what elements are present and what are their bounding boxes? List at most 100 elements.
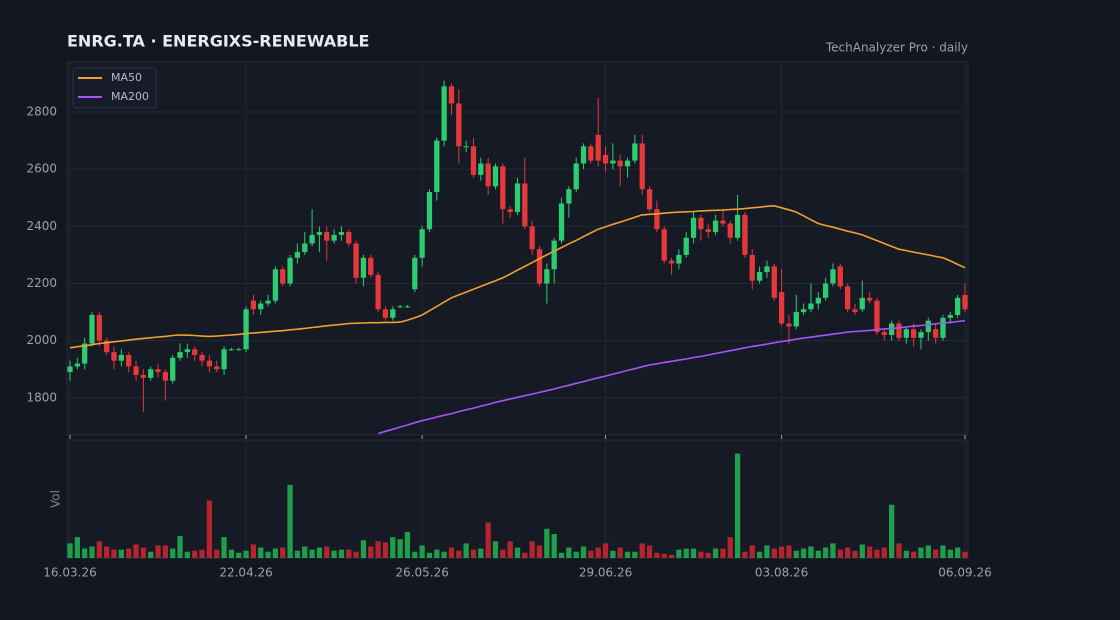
candle-body xyxy=(302,243,308,253)
ma-line xyxy=(377,319,966,435)
volume-bar xyxy=(646,545,653,558)
volume-bar xyxy=(324,546,330,558)
candle-body xyxy=(126,354,132,367)
candle-body xyxy=(918,332,924,338)
candle-body xyxy=(434,140,440,193)
volume-bar xyxy=(815,550,821,558)
candle-body xyxy=(654,209,660,230)
volume-bar xyxy=(250,544,257,558)
volume-bar xyxy=(258,547,264,558)
candle-body xyxy=(749,254,755,281)
candle-body xyxy=(404,306,411,308)
candle-body xyxy=(852,309,858,313)
candle-body xyxy=(214,366,220,370)
candle-body xyxy=(228,349,235,351)
volume-bar xyxy=(933,549,939,558)
volume-bar xyxy=(830,543,836,558)
volume-bar xyxy=(265,551,271,558)
candle-body xyxy=(955,297,961,315)
candle-body xyxy=(507,209,513,213)
volume-bar xyxy=(727,537,733,558)
candle-body xyxy=(522,183,528,227)
candle-body xyxy=(492,166,499,187)
volume-bar xyxy=(331,550,337,558)
volume-bar xyxy=(544,528,550,558)
chart-title: ENRG.TA · ENERGIXS-RENEWABLE xyxy=(67,32,369,51)
candle-body xyxy=(558,203,565,241)
volume-bar xyxy=(441,551,447,558)
candle-body xyxy=(925,320,931,333)
candle-body xyxy=(104,340,110,353)
volume-bar xyxy=(184,551,191,558)
volume-bar xyxy=(859,544,865,558)
volume-bar xyxy=(412,551,418,558)
volume-bar xyxy=(82,548,88,558)
volume-bar xyxy=(734,453,741,558)
candle-body xyxy=(478,163,484,175)
volume-bar xyxy=(617,547,623,558)
volume-bar xyxy=(793,550,799,558)
candle-body xyxy=(184,349,191,353)
x-tick-label: 16.03.26 xyxy=(43,566,96,580)
volume-bar xyxy=(133,544,139,558)
candle-body xyxy=(382,309,389,318)
volume-bar xyxy=(507,541,513,558)
candle-body xyxy=(463,146,469,148)
volume-bar xyxy=(778,546,785,558)
volume-bar xyxy=(522,552,528,558)
volume-bar xyxy=(749,545,755,558)
volume-bar xyxy=(888,504,895,558)
volume-bar xyxy=(426,552,433,558)
candle-body xyxy=(470,146,477,175)
x-tick-label: 22.04.26 xyxy=(219,566,272,580)
candle-body xyxy=(830,269,836,284)
candle-body xyxy=(705,229,711,233)
candle-body xyxy=(192,349,198,355)
volume-bar xyxy=(155,545,161,558)
candle-body xyxy=(140,374,147,378)
volume-bar xyxy=(243,550,249,558)
volume-bar xyxy=(822,547,829,558)
volume-bars xyxy=(67,453,968,558)
ma-line xyxy=(69,204,966,349)
candle-body xyxy=(756,272,763,281)
candle-body xyxy=(771,266,777,298)
candle-body xyxy=(720,220,726,224)
candle-body xyxy=(353,243,359,278)
volume-bar xyxy=(881,547,887,558)
volume-bar xyxy=(192,550,198,558)
candle-body xyxy=(859,297,865,310)
candle-body xyxy=(243,309,249,350)
candle-body xyxy=(588,146,594,161)
volume-bar xyxy=(228,549,235,558)
volume-bar xyxy=(698,551,704,558)
candle-body xyxy=(962,294,968,310)
candle-body xyxy=(793,312,799,327)
candle-body xyxy=(668,260,675,264)
volume-bar xyxy=(140,547,147,558)
volume-bar xyxy=(661,553,667,558)
candle-body xyxy=(911,329,917,338)
volume-bar xyxy=(602,543,609,558)
volume-bar xyxy=(214,549,220,558)
volume-bar xyxy=(118,549,124,558)
candle-body xyxy=(896,323,902,338)
volume-bar xyxy=(955,547,961,558)
y-tick-label: 2600 xyxy=(26,162,57,176)
volume-bar xyxy=(89,546,95,558)
candle-body xyxy=(111,352,117,361)
candle-body xyxy=(874,300,880,333)
volume-bar xyxy=(852,550,858,558)
y-tick-label: 2400 xyxy=(26,219,57,233)
volume-bar xyxy=(595,547,601,558)
candle-body xyxy=(74,363,80,367)
volume-bar xyxy=(756,551,763,558)
volume-bar xyxy=(683,548,689,558)
candle-body xyxy=(566,189,572,204)
volume-bar xyxy=(360,540,367,558)
volume-bar xyxy=(808,546,814,558)
volume-bar xyxy=(316,547,323,558)
volume-bar xyxy=(67,543,73,558)
volume-bar xyxy=(918,547,924,558)
volume-bar xyxy=(551,533,557,558)
